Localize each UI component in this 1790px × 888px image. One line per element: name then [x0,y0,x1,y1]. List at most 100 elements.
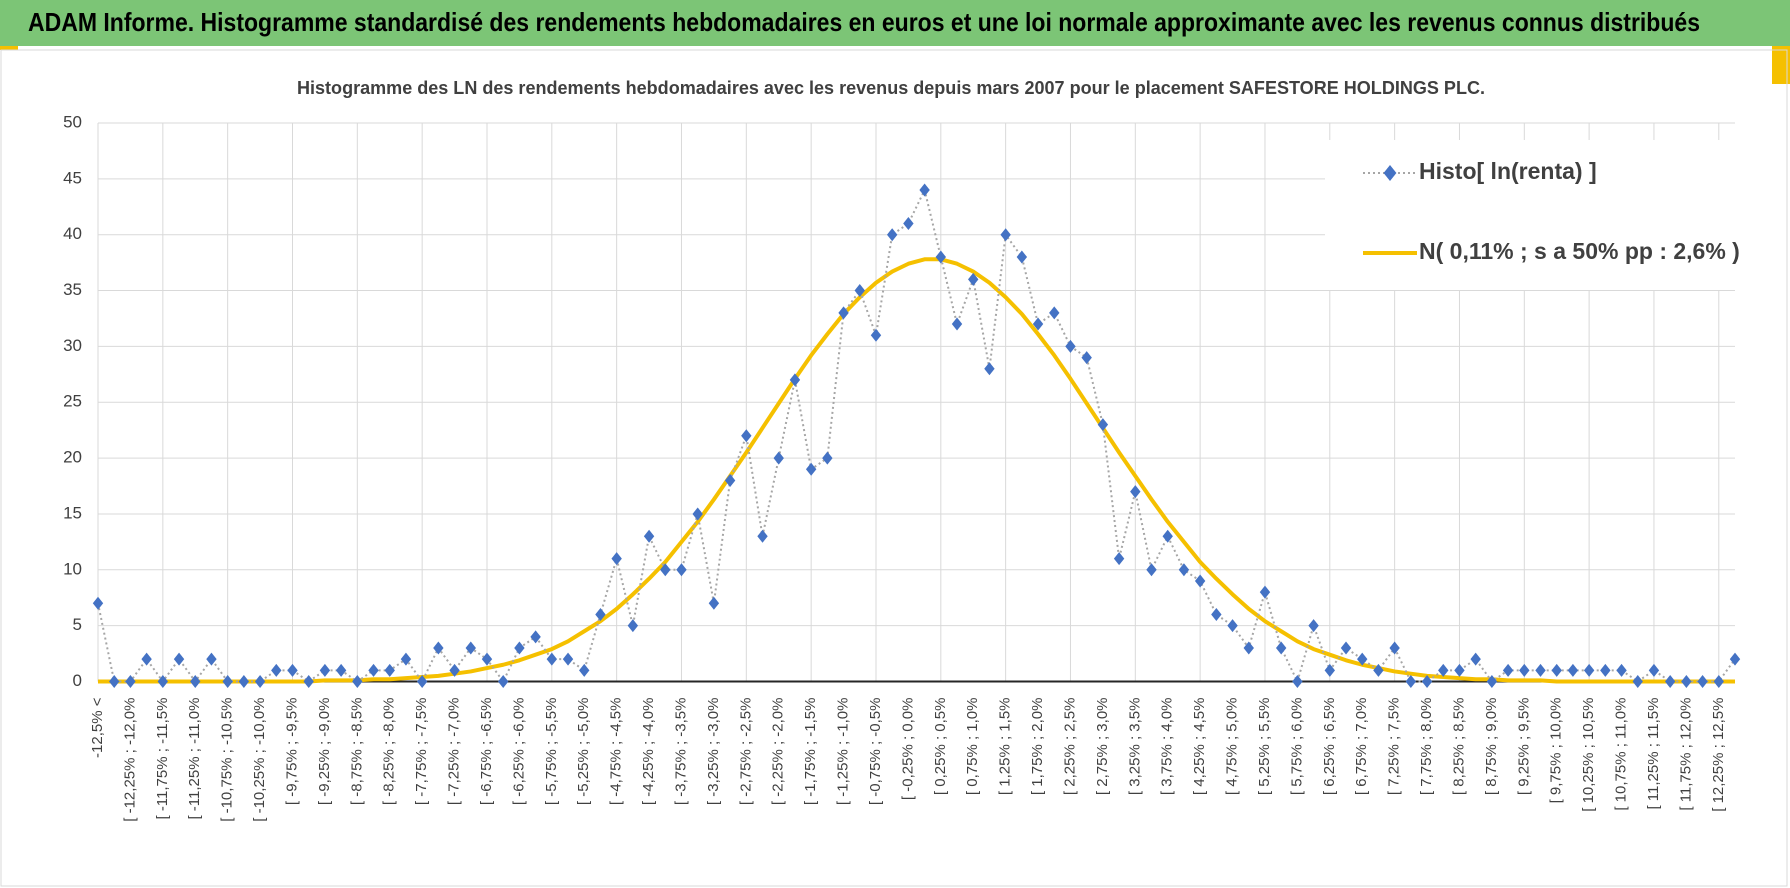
x-tick-label: [ 10,25% ; 10,5% [1580,698,1597,812]
data-point [141,652,152,666]
data-point [1194,574,1206,588]
data-point [1664,675,1676,688]
data-point [1438,663,1449,677]
data-point [1243,641,1254,655]
y-tick-label: 30 [63,336,82,355]
data-point [1470,652,1481,666]
x-tick-label: [ 0,75% ; 1,0% [964,698,981,796]
data-point [1275,641,1287,655]
data-point [773,451,784,465]
data-point [497,675,509,688]
x-tick-label: [ 8,25% ; 8,5% [1450,698,1467,796]
header-banner [0,0,1790,46]
data-point [660,563,671,577]
data-point [676,563,687,577]
data-point [530,630,541,644]
x-tick-label: [ 3,75% ; 4,0% [1159,698,1176,796]
data-point [1389,641,1400,655]
data-point [919,183,930,197]
data-point [254,675,266,688]
data-point [692,507,703,521]
data-point [109,675,120,688]
y-tick-label: 50 [63,112,82,131]
x-tick-label: [ 10,75% ; 11,0% [1613,698,1630,811]
data-point [789,373,801,387]
data-point [611,552,622,566]
x-tick-label: [ -2,25% ; -2,0% [770,698,787,806]
data-point [1600,663,1611,677]
data-point [903,217,914,231]
data-point [595,607,606,621]
x-tick-label: [ -0,25% ; 0,0% [899,698,916,801]
data-point [1729,652,1741,666]
data-point [1502,663,1514,677]
legend-label: Histo[ ln(renta) ] [1419,158,1597,184]
x-tick-label: [ 0,25% ; 0,5% [932,698,949,796]
data-point [1405,675,1417,688]
data-point [968,272,979,286]
data-point [1697,675,1708,688]
data-point [335,663,347,677]
plot-area: 0 5 10 15 20 25 30 35 40 45 50 -12,5% < [ -12,25% ; … [63,112,1741,822]
x-tick-label: [ 9,25% ; 9,5% [1515,698,1532,796]
data-point [643,529,655,543]
data-point [1211,607,1222,621]
data-point [579,663,590,677]
data-point [1016,250,1028,264]
x-tick-label: [ -12,25% ; -12,0% [121,698,138,822]
data-point [238,675,250,688]
x-tick-label: [ 2,75% ; 3,0% [1094,698,1111,796]
data-point [319,663,331,677]
data-point [1178,563,1190,577]
data-point [1616,663,1627,677]
x-tick-label: [ 3,25% ; 3,5% [1126,698,1143,796]
data-point [287,663,298,677]
y-tick-label: 40 [63,224,82,243]
x-tick-label: -12,5% < [89,697,106,758]
data-point [416,675,428,688]
x-tick-label: [ -8,75% ; -8,5% [348,698,365,806]
x-tick-label: [ 11,75% ; 12,0% [1677,698,1694,811]
x-tick-label: [ -2,75% ; -2,5% [737,698,754,806]
y-tick-label: 25 [63,392,82,411]
data-point [562,652,574,666]
x-tick-label: [ -6,75% ; -6,5% [478,698,495,806]
data-point [1486,675,1498,688]
y-tick-label: 5 [73,615,82,634]
data-point [1162,529,1173,543]
data-point [384,663,395,677]
x-tick-label: [ -0,75% ; -0,5% [867,698,884,806]
x-tick-label: [ 4,75% ; 5,0% [1224,698,1241,796]
data-point [805,462,817,476]
data-point [433,641,444,655]
data-point [1454,663,1465,677]
legend-swatch-marker [1383,165,1397,181]
x-tick-label: [ 6,25% ; 6,5% [1321,698,1338,796]
data-point [1292,675,1303,688]
data-point [449,663,460,677]
y-tick-label: 0 [73,671,82,690]
chart-title: Histogramme des LN des rendements hebdom… [297,78,1485,98]
data-point [886,228,898,242]
data-point [1583,663,1595,677]
data-point [173,652,185,666]
data-point [400,652,412,666]
x-tick-label: [ -4,25% ; -4,0% [640,698,657,806]
data-point [465,641,476,655]
data-point [352,675,363,688]
data-point [838,306,849,320]
data-point [1713,675,1724,688]
y-tick-label: 35 [63,280,82,299]
x-tick-label: [ -7,75% ; -7,5% [413,698,430,806]
data-point [854,284,865,298]
data-point [1000,228,1011,242]
data-point [125,675,136,688]
data-point [303,675,314,688]
data-point [1681,675,1692,688]
data-point [271,663,282,677]
x-tick-label: [ -7,25% ; -7,0% [446,698,463,806]
data-point [1113,552,1125,566]
x-tick-label: [ -10,25% ; -10,0% [251,698,268,822]
